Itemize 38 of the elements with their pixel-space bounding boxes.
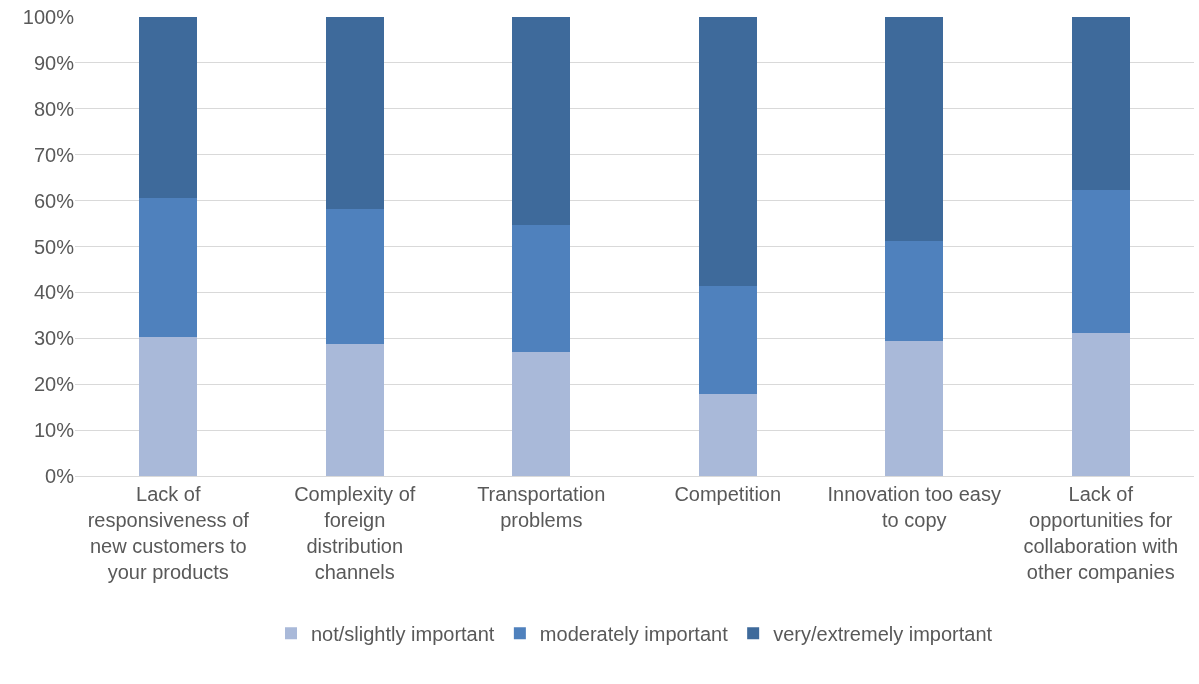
- x-tick-label: Innovation too easy to copy: [827, 483, 1001, 532]
- bar: [139, 197, 198, 337]
- bar: [512, 17, 571, 225]
- y-tick-label: 10%: [33, 419, 75, 442]
- legend-label: very/extremely important: [773, 623, 993, 645]
- y-tick-label: 20%: [33, 373, 75, 396]
- y-tick-label: 60%: [33, 189, 75, 212]
- bar: [885, 17, 944, 241]
- y-tick-label: 90%: [33, 51, 75, 74]
- y-tick-label: 40%: [33, 281, 75, 304]
- y-tick-label: 0%: [45, 465, 75, 487]
- y-tick-label: 80%: [33, 97, 75, 120]
- x-tick-label: Lack of opportunities for collaboration with other companies: [1023, 483, 1179, 584]
- x-tick-label: Competition: [674, 483, 782, 506]
- bar: [1071, 190, 1130, 333]
- y-tick-label: 30%: [33, 327, 75, 350]
- bar: [139, 336, 198, 476]
- y-tick-label: 100%: [22, 6, 75, 28]
- bar: [139, 17, 198, 198]
- bar: [325, 343, 384, 476]
- bar: [512, 224, 571, 353]
- bar: [1071, 17, 1130, 191]
- x-tick-label: Lack of responsiveness of new customers to your products: [87, 483, 250, 584]
- legend-label: moderately important: [539, 623, 729, 645]
- x-tick-label: Complexity of foreign distribution channels: [294, 483, 416, 584]
- x-tick-label: Transportation problems: [477, 483, 606, 532]
- y-tick-label: 50%: [33, 235, 75, 258]
- bar: [1071, 332, 1130, 476]
- legend-label: not/slightly important: [311, 623, 495, 645]
- bar: [885, 240, 944, 342]
- bar: [325, 208, 384, 344]
- bar: [512, 352, 571, 476]
- bar: [325, 17, 384, 209]
- bar: [698, 285, 757, 394]
- bar: [698, 393, 757, 476]
- bar: [885, 341, 944, 476]
- y-tick-label: 70%: [33, 143, 75, 166]
- bar: [698, 17, 757, 286]
